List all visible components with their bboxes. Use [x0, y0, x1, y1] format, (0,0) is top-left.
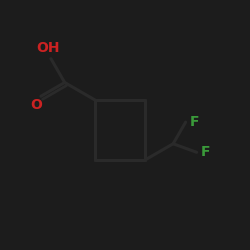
Text: O: O	[30, 98, 42, 112]
Text: F: F	[201, 145, 211, 159]
Text: F: F	[190, 115, 200, 129]
Text: OH: OH	[37, 41, 60, 55]
